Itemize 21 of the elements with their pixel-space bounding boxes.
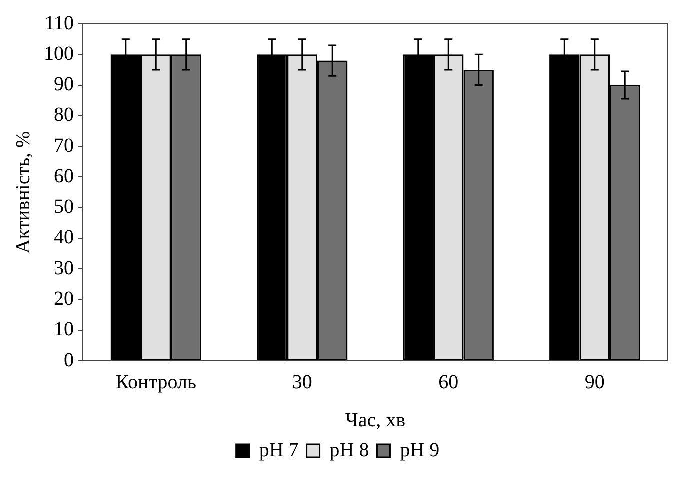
- y-tick-label: 40: [54, 226, 74, 249]
- y-tick-label: 90: [54, 74, 74, 96]
- y-tick-label: 110: [44, 12, 74, 34]
- legend-label: pH 7: [259, 439, 299, 462]
- y-tick-label: 0: [64, 349, 74, 372]
- y-tick-label: 30: [54, 257, 74, 280]
- x-axis-title: Час, хв: [345, 409, 406, 432]
- y-tick-label: 10: [54, 318, 74, 341]
- y-tick-label: 70: [54, 134, 74, 157]
- x-tick-label: 60: [438, 371, 459, 394]
- y-tick-label: 100: [44, 42, 74, 65]
- legend-label: pH 8: [330, 439, 370, 462]
- x-tick-label: 90: [584, 371, 605, 394]
- y-tick-label: 20: [54, 288, 74, 310]
- y-tick-label: 80: [54, 104, 74, 126]
- y-tick-label: 60: [54, 165, 74, 188]
- legend-label: pH 9: [400, 439, 440, 462]
- x-tick-label: Контроль: [116, 371, 197, 394]
- x-tick-label: 30: [292, 371, 312, 394]
- y-axis-title: Активність, %: [12, 131, 34, 254]
- y-tick-label: 50: [54, 196, 74, 218]
